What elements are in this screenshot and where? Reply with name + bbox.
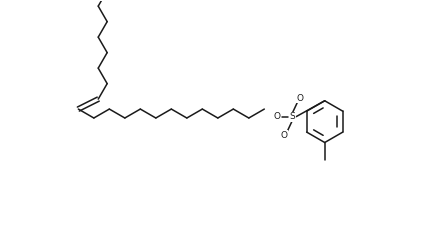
Text: O: O [274,112,281,121]
Text: S: S [290,112,295,121]
Text: O: O [297,94,304,103]
Text: O: O [281,131,288,140]
